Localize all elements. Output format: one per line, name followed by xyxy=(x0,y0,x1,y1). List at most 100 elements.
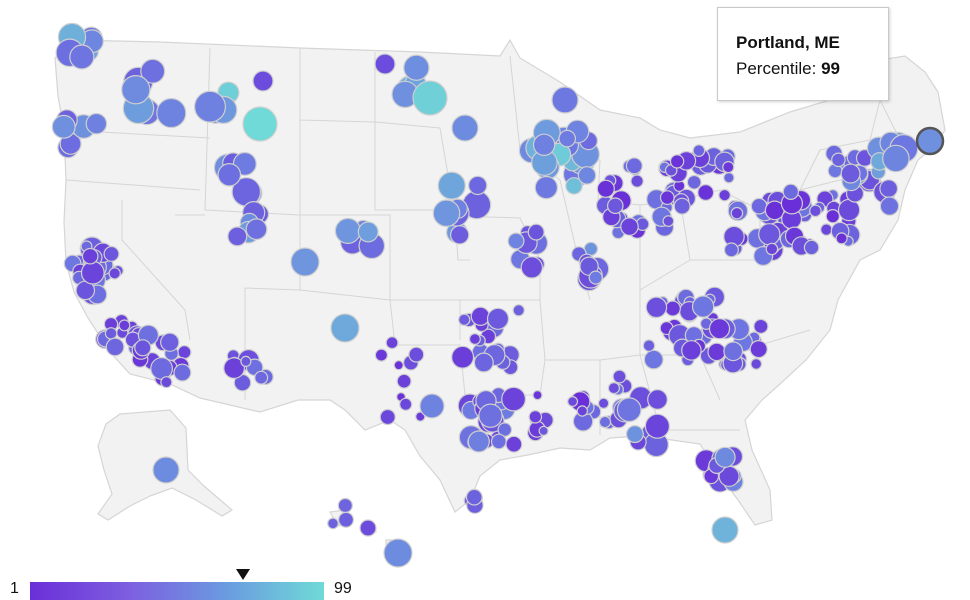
city-marker[interactable] xyxy=(630,174,644,188)
city-marker[interactable] xyxy=(714,446,736,468)
city-marker[interactable] xyxy=(882,144,910,173)
city-marker[interactable] xyxy=(567,396,579,408)
city-marker[interactable] xyxy=(437,171,466,200)
city-marker[interactable] xyxy=(520,256,544,279)
city-marker[interactable] xyxy=(532,133,556,156)
city-marker[interactable] xyxy=(118,319,131,332)
city-marker[interactable] xyxy=(134,339,152,357)
city-marker[interactable] xyxy=(490,433,507,450)
city-marker[interactable] xyxy=(465,488,483,506)
city-marker[interactable] xyxy=(140,58,166,84)
city-marker[interactable] xyxy=(450,225,470,245)
city-marker[interactable] xyxy=(642,339,656,352)
city-marker[interactable] xyxy=(432,199,461,227)
city-marker[interactable] xyxy=(643,349,664,370)
city-marker[interactable] xyxy=(330,313,360,343)
city-marker[interactable] xyxy=(359,519,377,537)
city-marker[interactable] xyxy=(327,517,339,530)
city-marker[interactable] xyxy=(451,114,479,142)
city-marker[interactable] xyxy=(81,247,99,265)
city-marker[interactable] xyxy=(645,296,668,319)
city-marker[interactable] xyxy=(290,247,320,277)
city-marker[interactable] xyxy=(758,223,781,246)
city-marker[interactable] xyxy=(625,157,643,175)
city-marker[interactable] xyxy=(468,333,481,346)
city-marker[interactable] xyxy=(765,242,779,256)
city-marker[interactable] xyxy=(468,175,488,196)
city-marker[interactable] xyxy=(393,360,404,371)
city-marker[interactable] xyxy=(121,74,151,105)
city-marker[interactable] xyxy=(403,54,430,81)
city-marker[interactable] xyxy=(408,346,425,363)
city-marker[interactable] xyxy=(173,363,192,382)
city-marker[interactable] xyxy=(412,80,448,116)
city-marker[interactable] xyxy=(782,183,800,200)
city-marker[interactable] xyxy=(625,425,644,444)
city-marker[interactable] xyxy=(337,497,353,514)
city-marker[interactable] xyxy=(606,197,624,214)
city-marker[interactable] xyxy=(399,397,413,411)
city-marker[interactable] xyxy=(478,403,503,428)
city-marker[interactable] xyxy=(825,208,841,224)
city-marker[interactable] xyxy=(379,408,396,426)
city-marker[interactable] xyxy=(103,245,120,262)
city-marker[interactable] xyxy=(245,218,268,241)
city-marker[interactable] xyxy=(598,415,612,429)
city-marker[interactable] xyxy=(669,154,685,169)
city-marker[interactable] xyxy=(612,369,627,384)
city-marker[interactable] xyxy=(879,196,900,216)
city-marker[interactable] xyxy=(730,206,744,220)
city-marker[interactable] xyxy=(820,223,833,236)
city-marker[interactable] xyxy=(750,197,768,215)
city-marker[interactable] xyxy=(357,221,379,243)
city-marker[interactable] xyxy=(664,300,681,317)
city-marker[interactable] xyxy=(528,409,543,424)
city-marker[interactable] xyxy=(644,413,671,439)
city-marker[interactable] xyxy=(809,204,822,218)
city-marker[interactable] xyxy=(532,390,543,401)
city-marker[interactable] xyxy=(538,425,549,436)
city-marker[interactable] xyxy=(659,190,675,206)
city-marker[interactable] xyxy=(51,114,76,139)
city-marker[interactable] xyxy=(252,70,274,92)
city-marker[interactable] xyxy=(156,97,187,129)
city-marker[interactable] xyxy=(240,355,252,367)
city-marker[interactable] xyxy=(419,393,445,419)
city-marker[interactable] xyxy=(69,44,95,70)
city-marker[interactable] xyxy=(708,318,731,340)
city-marker[interactable] xyxy=(451,345,475,369)
city-marker[interactable] xyxy=(505,435,523,453)
city-marker[interactable] xyxy=(647,389,668,410)
city-marker[interactable] xyxy=(697,184,715,202)
city-markers-layer[interactable] xyxy=(51,22,919,568)
city-marker[interactable] xyxy=(596,179,615,198)
city-marker[interactable] xyxy=(565,177,583,195)
city-marker[interactable] xyxy=(620,217,639,236)
city-marker[interactable] xyxy=(718,188,731,202)
city-marker[interactable] xyxy=(497,422,513,437)
city-marker[interactable] xyxy=(707,342,726,362)
city-marker[interactable] xyxy=(194,90,227,123)
city-marker[interactable] xyxy=(512,304,525,317)
city-marker[interactable] xyxy=(396,373,412,389)
city-marker[interactable] xyxy=(558,129,576,148)
city-marker[interactable] xyxy=(662,215,675,228)
city-marker[interactable] xyxy=(150,357,174,380)
highlighted-city-marker[interactable] xyxy=(915,126,945,156)
city-marker[interactable] xyxy=(217,163,242,187)
city-marker[interactable] xyxy=(691,295,715,318)
city-marker[interactable] xyxy=(803,239,820,256)
city-marker[interactable] xyxy=(223,357,246,380)
city-marker[interactable] xyxy=(723,341,744,362)
city-marker[interactable] xyxy=(723,242,739,258)
city-marker[interactable] xyxy=(551,86,579,114)
city-marker[interactable] xyxy=(104,327,118,340)
city-marker[interactable] xyxy=(681,340,702,361)
city-marker[interactable] xyxy=(711,516,739,544)
city-marker[interactable] xyxy=(588,270,603,285)
city-marker[interactable] xyxy=(692,144,706,158)
city-marker[interactable] xyxy=(577,166,597,185)
city-marker[interactable] xyxy=(837,198,861,222)
city-marker[interactable] xyxy=(473,352,494,373)
city-marker[interactable] xyxy=(486,307,510,330)
